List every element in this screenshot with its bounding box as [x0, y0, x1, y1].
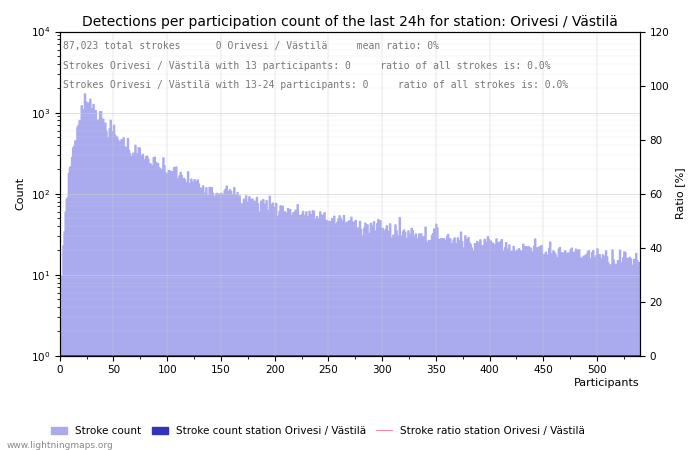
Text: Strokes Orivesi / Västilä with 13-24 participants: 0     ratio of all strokes is: Strokes Orivesi / Västilä with 13-24 par… [63, 80, 568, 90]
Y-axis label: Count: Count [15, 177, 25, 210]
Text: www.lightningmaps.org: www.lightningmaps.org [7, 441, 113, 450]
Legend: Stroke count, Stroke count station Orivesi / Västilä, Stroke ratio station Orive: Stroke count, Stroke count station Orive… [47, 422, 589, 440]
Y-axis label: Ratio [%]: Ratio [%] [675, 168, 685, 220]
Stroke ratio station Orivesi / Västilä [571, 353, 580, 359]
Stroke ratio station Orivesi / Västilä [55, 353, 64, 359]
Stroke ratio station Orivesi / Västilä [217, 353, 225, 359]
Stroke ratio station Orivesi / Västilä [248, 353, 256, 359]
Text: Strokes Orivesi / Västilä with 13 participants: 0     ratio of all strokes is: 0: Strokes Orivesi / Västilä with 13 partic… [63, 61, 550, 71]
Stroke ratio station Orivesi / Västilä [469, 353, 477, 359]
Title: Detections per participation count of the last 24h for station: Orivesi / Västil: Detections per participation count of th… [82, 15, 618, 29]
Stroke ratio station Orivesi / Västilä [62, 353, 71, 359]
Stroke ratio station Orivesi / Västilä [636, 353, 644, 359]
Text: Participants: Participants [574, 378, 640, 388]
Text: 87,023 total strokes      0 Orivesi / Västilä     mean ratio: 0%: 87,023 total strokes 0 Orivesi / Västilä… [63, 41, 439, 51]
Stroke ratio station Orivesi / Västilä [451, 353, 459, 359]
